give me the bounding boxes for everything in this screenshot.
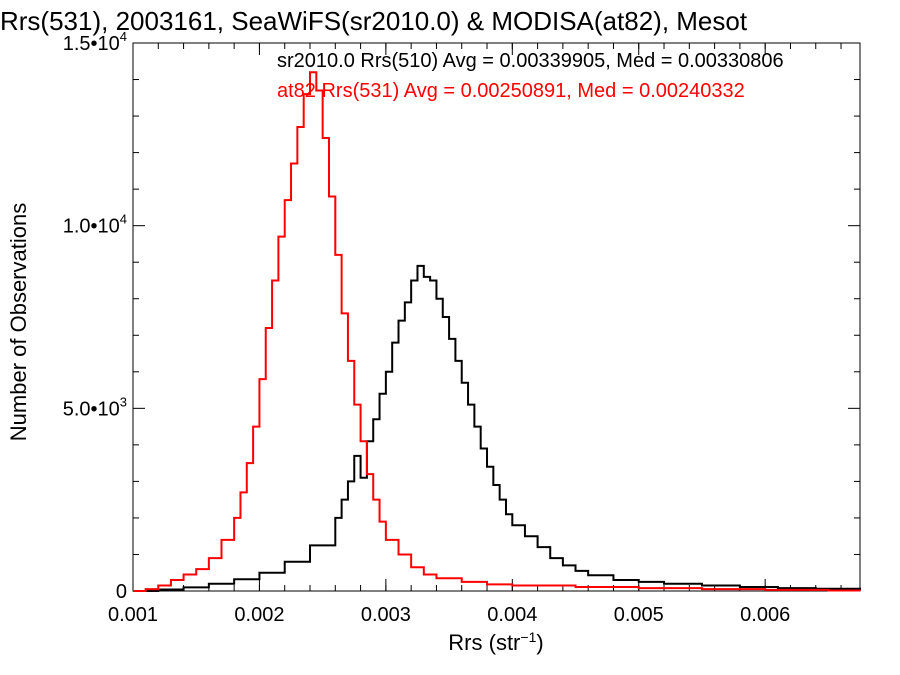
- plot-frame: [132, 42, 861, 592]
- series-line-red: [133, 71, 861, 592]
- legend-entry-red: at82 Rrs(531) Avg = 0.00250891, Med = 0.…: [277, 80, 745, 102]
- x-tick-label: 0.006: [740, 604, 790, 626]
- legend-entry-black: sr2010.0 Rrs(510) Avg = 0.00339905, Med …: [277, 50, 784, 72]
- x-tick-label: 0.003: [361, 604, 411, 626]
- y-tick-label: 1.5•104: [63, 29, 127, 55]
- plot-area: 0.001 0.002 0.003 0.004 0.005 0.006 0 5.0•103 1.…: [63, 29, 861, 626]
- x-tick-label: 0.002: [234, 604, 284, 626]
- series-line-black: [133, 264, 861, 592]
- x-tick-label: 0.005: [614, 604, 664, 626]
- x-axis-label: Rrs (str−1): [448, 629, 543, 655]
- y-tick-label: 5.0•103: [63, 394, 127, 420]
- x-tick-label: 0.001: [108, 604, 158, 626]
- y-tick-label: 1.0•104: [63, 212, 127, 238]
- y-axis-label: Number of Observations: [6, 203, 31, 441]
- y-tick-label: 0: [116, 581, 127, 603]
- x-tick-label: 0.004: [487, 604, 537, 626]
- chart-title: Rrs(531), 2003161, SeaWiFS(sr2010.0) & M…: [0, 6, 748, 36]
